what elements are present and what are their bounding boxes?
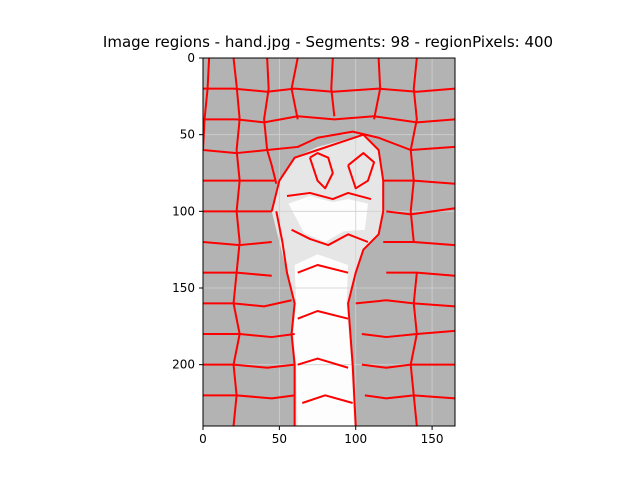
y-tick-label: 200 [172,358,195,372]
region-boundary [347,152,376,190]
region-boundary [203,87,455,93]
region-boundary [409,272,418,426]
region-boundary [232,58,241,151]
x-tick-label: 0 [199,432,207,446]
region-boundary [330,58,336,117]
y-tick-label: 50 [180,128,195,142]
chart-title: Image regions - hand.jpg - Segments: 98 … [102,33,554,51]
region-boundaries [203,58,455,426]
region-boundary [203,130,455,155]
region-boundary [364,394,455,400]
region-boundary [297,310,349,320]
region-boundary [383,241,455,247]
region-boundary [301,394,353,404]
region-boundary [203,363,295,369]
region-boundary [297,264,349,274]
region-boundary [286,191,372,201]
region-boundary [386,207,455,216]
x-tick-label: 50 [272,432,287,446]
y-tick-label: 0 [187,51,195,65]
region-boundary [203,58,211,151]
region-boundary [297,357,349,369]
region-boundary [409,58,418,151]
x-tick-label: 100 [344,432,367,446]
region-boundary [275,211,296,426]
arm-bright-region [293,254,355,426]
region-boundary [308,152,334,190]
region-boundary [203,299,292,308]
region-boundary [263,58,270,151]
region-boundary [270,133,385,426]
region-boundary [291,228,369,247]
region-boundary [203,333,295,339]
region-boundary [203,394,295,400]
axes-frame [202,57,456,427]
region-boundary [361,363,455,369]
x-axis: 0 50 100 150 [199,426,444,446]
region-boundary [232,272,241,426]
region-boundary [383,179,455,185]
x-tick-label: 150 [421,432,444,446]
region-boundary [361,329,455,339]
y-tick-label: 100 [172,204,195,218]
y-tick-label: 150 [172,281,195,295]
fist-bright-region [288,196,368,242]
plot-area [203,58,455,426]
region-boundary [203,241,272,247]
y-axis: 0 50 100 150 200 [172,51,203,372]
region-boundary [203,115,455,124]
region-boundary [355,299,455,308]
region-boundary [266,149,278,184]
region-boundary [409,149,415,243]
